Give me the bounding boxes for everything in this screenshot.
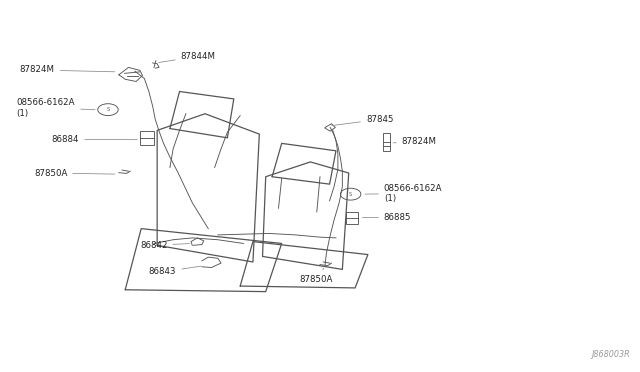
Text: 08566-6162A
(1): 08566-6162A (1) bbox=[17, 99, 95, 118]
Text: 87850A: 87850A bbox=[34, 169, 115, 177]
Text: 08566-6162A
(1): 08566-6162A (1) bbox=[365, 184, 442, 203]
Text: 86842: 86842 bbox=[140, 241, 189, 250]
Text: 86885: 86885 bbox=[362, 213, 412, 222]
Text: 86843: 86843 bbox=[149, 266, 201, 276]
Text: 87845: 87845 bbox=[332, 115, 394, 126]
Text: 87824M: 87824M bbox=[20, 65, 115, 74]
Text: S: S bbox=[106, 107, 109, 112]
Text: 87850A: 87850A bbox=[300, 268, 333, 284]
Text: 87844M: 87844M bbox=[159, 52, 216, 62]
Text: 87824M: 87824M bbox=[393, 137, 436, 146]
Text: 86884: 86884 bbox=[52, 135, 137, 144]
Text: J868003R: J868003R bbox=[591, 350, 630, 359]
Text: S: S bbox=[349, 192, 352, 197]
